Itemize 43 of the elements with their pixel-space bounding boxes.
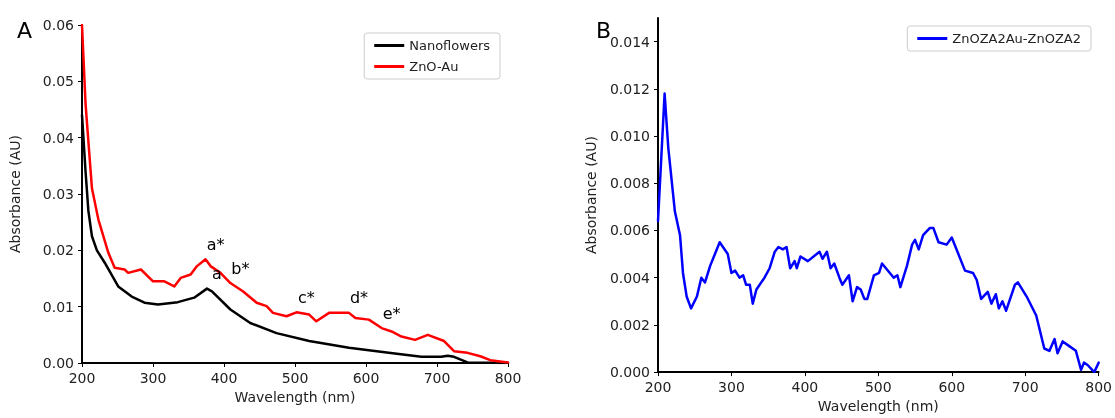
x-axis-title: Wavelength (nm) xyxy=(234,388,356,405)
x-tick-label: 300 xyxy=(139,370,167,386)
y-tick-label: 0.014 xyxy=(609,33,651,50)
x-tick-label: 800 xyxy=(1085,379,1113,396)
y-axis-title: Absorbance (AU) xyxy=(583,136,599,255)
y-tick-label: 0.03 xyxy=(42,186,74,202)
chart-title: A xyxy=(17,17,33,43)
annotation: b* xyxy=(231,258,250,278)
y-tick-label: 0.002 xyxy=(609,316,650,333)
x-tick-label: 500 xyxy=(281,370,309,386)
x-tick-label: 200 xyxy=(644,379,672,396)
y-tick-label: 0.04 xyxy=(42,129,75,146)
y-tick-label: 0.004 xyxy=(609,269,651,286)
y-tick-label: 0.05 xyxy=(42,73,74,90)
x-tick-label: 800 xyxy=(494,370,522,386)
y-tick-label: 0.01 xyxy=(42,298,74,315)
y-tick-label: 0.00 xyxy=(42,355,74,371)
annotation: e* xyxy=(382,303,401,323)
x-tick-label: 700 xyxy=(423,370,451,386)
y-tick-label: 0.006 xyxy=(609,222,651,239)
annotation: c* xyxy=(298,287,315,307)
y-tick-label: 0.012 xyxy=(609,80,650,97)
legend-label: ZnOZA2Au-ZnOZA2 xyxy=(952,31,1081,46)
chart-title: B xyxy=(596,17,612,43)
y-tick-label: 0.02 xyxy=(42,242,74,259)
annotation: a* xyxy=(206,234,225,254)
x-tick-label: 200 xyxy=(68,370,96,386)
x-tick-label: 300 xyxy=(718,379,745,396)
legend-label: ZnO-Au xyxy=(409,59,459,74)
x-tick-label: 400 xyxy=(210,370,238,386)
x-axis-title: Wavelength (nm) xyxy=(817,398,939,414)
y-tick-label: 0.008 xyxy=(609,175,650,192)
y-axis-title: Absorbance (AU) xyxy=(7,135,23,253)
x-tick-label: 700 xyxy=(1011,379,1039,396)
y-tick-label: 0.000 xyxy=(609,364,650,381)
x-tick-label: 600 xyxy=(352,370,380,386)
legend-label: Nanoflowers xyxy=(409,38,491,53)
x-tick-label: 400 xyxy=(791,379,819,396)
y-tick-label: 0.06 xyxy=(42,17,75,33)
x-tick-label: 600 xyxy=(938,379,966,396)
annotation: d* xyxy=(349,288,369,308)
y-tick-label: 0.010 xyxy=(609,128,650,145)
x-tick-label: 500 xyxy=(864,379,892,396)
